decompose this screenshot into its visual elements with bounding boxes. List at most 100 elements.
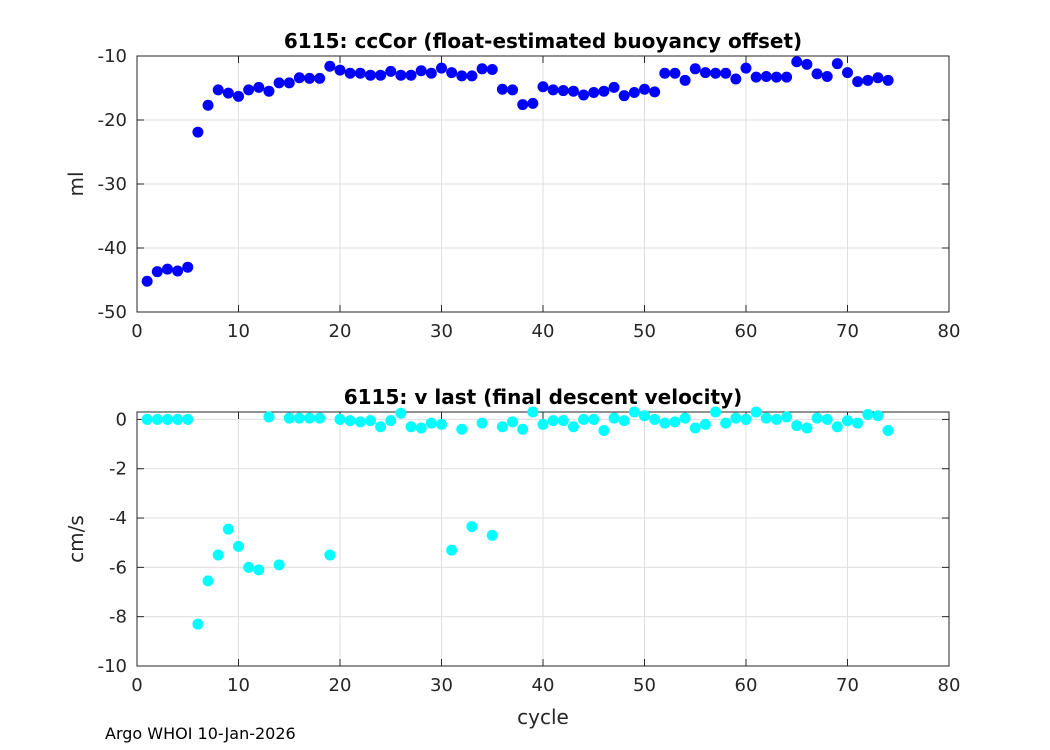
data-point [202,575,214,587]
data-point [608,81,620,93]
data-point [791,420,803,432]
x-tick-label: 60 [735,321,758,342]
data-point [385,65,397,77]
data-point [811,412,823,424]
data-point [263,85,275,97]
x-tick-label: 70 [836,321,859,342]
data-point [872,72,884,84]
data-point [161,413,173,425]
data-point [141,413,153,425]
x-axis-label: cycle [517,705,569,729]
data-point [882,424,894,436]
data-point [456,423,468,435]
data-point [151,266,163,278]
data-point [618,90,630,102]
data-point [821,413,833,425]
y-tick-label: -50 [98,302,127,323]
data-point [476,63,488,75]
y-tick-label: -4 [109,508,127,529]
data-point [324,60,336,72]
y-tick-label: -30 [98,174,127,195]
data-point [263,411,275,423]
x-tick-label: 20 [329,675,352,696]
data-point [405,69,417,81]
data-point [222,523,234,535]
data-point [233,540,244,552]
data-point [354,416,366,428]
data-point [740,413,752,425]
data-point [842,67,853,79]
y-axis-label: cm/s [64,515,88,563]
data-point [172,413,184,425]
data-point [547,84,559,96]
x-tick-label: 30 [430,675,453,696]
data-point [436,62,447,74]
chart-title: 6115: v last (final descent velocity) [344,385,743,409]
data-point [293,412,305,424]
data-point [578,89,590,101]
data-point [862,74,874,86]
x-tick-label: 10 [227,675,250,696]
data-point [710,67,722,79]
data-point [669,67,681,79]
data-point [375,421,387,433]
data-point [334,64,346,76]
data-point [364,69,376,81]
x-tick-label: 80 [938,675,961,696]
data-point [720,67,732,79]
data-point [293,72,305,84]
x-tick-label: 20 [329,321,352,342]
data-point [669,416,681,428]
data-point [141,275,153,287]
data-point [233,90,244,102]
data-point [151,413,163,425]
data-point [862,408,874,420]
data-point [760,412,772,424]
data-point [517,99,529,111]
y-tick-label: -20 [98,110,127,131]
data-point [466,70,478,82]
data-point [639,410,650,422]
data-point [192,126,204,138]
y-axis-label: ml [64,171,88,196]
data-point [466,521,478,533]
data-point [425,67,437,79]
data-point [872,410,884,422]
data-point [324,549,336,561]
x-tick-label: 80 [938,321,961,342]
data-point [750,71,762,83]
data-point [760,70,772,82]
data-point [344,67,356,79]
data-point [547,415,559,427]
data-point [567,421,579,433]
data-point [364,415,376,427]
data-point [608,412,620,424]
data-point [436,418,447,430]
data-point [446,67,458,79]
data-point [182,261,194,273]
data-point [527,406,539,418]
data-point [750,406,762,418]
y-tick-label: 0 [116,409,127,430]
data-point [415,65,427,77]
data-point [192,618,204,630]
data-point [253,564,265,576]
data-point [770,71,782,83]
data-point [456,70,468,82]
data-point [791,56,803,68]
x-tick-label: 60 [735,675,758,696]
x-tick-label: 70 [836,675,859,696]
data-point [405,421,417,433]
data-point [852,76,864,88]
y-tick-label: -2 [109,459,127,480]
data-point [172,265,184,277]
data-point [385,415,397,427]
data-point [679,412,691,424]
data-point [496,421,508,433]
data-point [588,86,600,98]
chart-title: 6115: ccCor (float-estimated buoyancy of… [284,29,802,53]
data-point [304,72,316,84]
data-point [639,83,650,95]
chart-2: 0 10 20 30 40 50 60 70 80 -10 -8 -6 -4 -2 0 6115: v las… [64,385,960,729]
